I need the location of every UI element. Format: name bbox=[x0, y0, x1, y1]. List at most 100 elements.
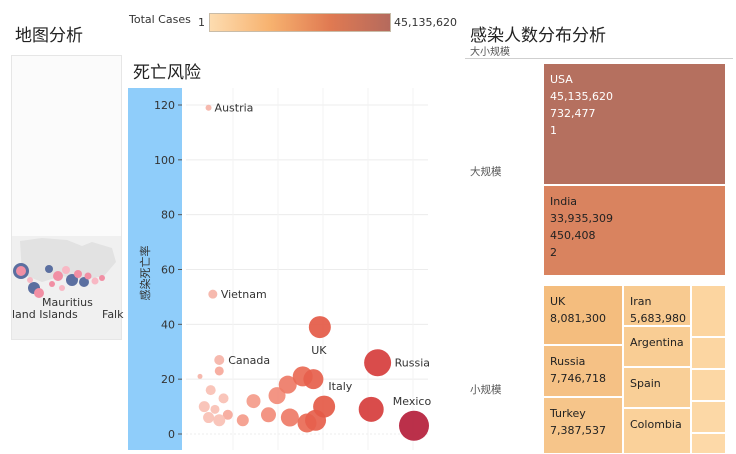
map-marker[interactable] bbox=[59, 285, 65, 291]
map-marker[interactable] bbox=[16, 266, 26, 276]
point-label-uk: UK bbox=[311, 344, 327, 357]
treemap-country-name: Spain bbox=[630, 377, 661, 390]
treemap-cell-usa[interactable]: USA 45,135,620 732,477 1 bbox=[543, 63, 726, 185]
data-point[interactable] bbox=[313, 395, 336, 418]
map-marker[interactable] bbox=[45, 265, 53, 273]
map-marker[interactable] bbox=[79, 277, 89, 287]
treemap-cell-blank-12[interactable] bbox=[691, 401, 726, 433]
data-point[interactable] bbox=[214, 366, 224, 376]
treemap-cell-uk[interactable]: UK 8,081,300 bbox=[543, 285, 623, 345]
legend-label: Total Cases bbox=[129, 13, 191, 26]
treemap-cell-value: 45,135,620 bbox=[550, 90, 613, 103]
treemap-cell-value: 7,746,718 bbox=[550, 372, 606, 385]
treemap-cell-india[interactable]: India 33,935,309 450,408 2 bbox=[543, 185, 726, 276]
map-marker[interactable] bbox=[49, 281, 55, 287]
treemap-country-name: USA bbox=[550, 73, 573, 86]
treemap-cell-russia[interactable]: Russia 7,746,718 bbox=[543, 345, 623, 397]
y-tick-label: 40 bbox=[161, 318, 175, 331]
point-russia[interactable] bbox=[364, 349, 392, 377]
treemap-country-name: UK bbox=[550, 295, 566, 308]
point-austria[interactable] bbox=[205, 104, 212, 111]
treemap-cell-blank-13[interactable] bbox=[691, 433, 726, 454]
data-point[interactable] bbox=[218, 393, 229, 404]
data-point[interactable] bbox=[268, 387, 286, 405]
point-label-austria: Austria bbox=[215, 102, 254, 115]
data-point[interactable] bbox=[280, 408, 299, 427]
treemap-country-name: India bbox=[550, 195, 577, 208]
treemap-cell-text: India 33,935,309 450,408 2 bbox=[550, 193, 613, 261]
legend-min: 1 bbox=[198, 16, 205, 29]
treemap-title: 感染人数分布分析 bbox=[470, 26, 606, 46]
treemap-cell-text: Colombia bbox=[630, 416, 682, 433]
map-marker[interactable] bbox=[74, 270, 82, 278]
data-point[interactable] bbox=[236, 414, 249, 427]
treemap-country-name: Iran bbox=[630, 295, 652, 308]
treemap-cell-text: UK 8,081,300 bbox=[550, 293, 606, 327]
treemap-cell-text: Turkey 7,387,537 bbox=[550, 405, 606, 439]
map-marker[interactable] bbox=[66, 274, 78, 286]
map-title: 地图分析 bbox=[15, 26, 83, 46]
data-point[interactable] bbox=[260, 407, 276, 423]
y-tick-label: 0 bbox=[168, 428, 175, 441]
data-point[interactable] bbox=[198, 401, 210, 413]
treemap-cell-blank-10[interactable] bbox=[691, 337, 726, 369]
treemap-cell-turkey[interactable]: Turkey 7,387,537 bbox=[543, 397, 623, 454]
data-point[interactable] bbox=[203, 412, 215, 424]
treemap-cell-value: 8,081,300 bbox=[550, 312, 606, 325]
map-markers[interactable] bbox=[12, 236, 121, 316]
legend-color-bar[interactable] bbox=[209, 13, 391, 32]
map-marker[interactable] bbox=[34, 288, 44, 298]
treemap-cell-value: 2 bbox=[550, 246, 557, 259]
map-marker[interactable] bbox=[91, 277, 99, 285]
point-canada[interactable] bbox=[214, 354, 225, 365]
point-uk[interactable] bbox=[308, 316, 331, 339]
y-tick-label: 60 bbox=[161, 264, 175, 277]
data-point[interactable] bbox=[205, 385, 216, 396]
treemap-country-name: Colombia bbox=[630, 418, 682, 431]
data-point[interactable] bbox=[246, 394, 261, 409]
treemap-cell-iran[interactable]: Iran 5,683,980 bbox=[623, 285, 691, 326]
point-mexico[interactable] bbox=[399, 410, 429, 441]
map-label-falk: Falk bbox=[102, 308, 124, 321]
scatter-title: 死亡风险 bbox=[133, 63, 201, 83]
treemap-country-name: Russia bbox=[550, 355, 586, 368]
map-marker[interactable] bbox=[62, 266, 70, 274]
map-label-mauritius: Mauritius bbox=[42, 296, 93, 309]
treemap-cell-argentina[interactable]: Argentina bbox=[623, 326, 691, 367]
map-marker[interactable] bbox=[99, 275, 105, 281]
y-tick-label: 120 bbox=[154, 99, 175, 112]
group-label-small: 小规模 bbox=[470, 384, 502, 396]
treemap-cell-value: 33,935,309 bbox=[550, 212, 613, 225]
treemap-cell-text: Russia 7,746,718 bbox=[550, 353, 606, 387]
map-label-islands: land Islands bbox=[12, 308, 78, 321]
y-axis-band bbox=[128, 88, 182, 450]
map-marker[interactable] bbox=[27, 277, 33, 283]
point-label-mexico: Mexico bbox=[393, 395, 432, 408]
y-tick-label: 80 bbox=[161, 209, 175, 222]
data-point[interactable] bbox=[222, 409, 233, 420]
treemap-cell-value: 450,408 bbox=[550, 229, 596, 242]
data-point[interactable] bbox=[278, 375, 297, 394]
point-vietnam[interactable] bbox=[208, 289, 218, 299]
treemap-cell-value: 732,477 bbox=[550, 107, 596, 120]
point-italy[interactable] bbox=[303, 369, 324, 390]
treemap-cell-text: USA 45,135,620 732,477 1 bbox=[550, 71, 613, 139]
treemap-cell-text: Spain bbox=[630, 375, 661, 392]
data-point[interactable] bbox=[213, 414, 226, 427]
map-marker[interactable] bbox=[84, 272, 92, 280]
treemap[interactable]: USA 45,135,620 732,477 1 India 33,935,309 450,… bbox=[543, 63, 726, 454]
treemap-country-name: Argentina bbox=[630, 336, 684, 349]
data-point[interactable] bbox=[358, 396, 384, 422]
treemap-cell-spain[interactable]: Spain bbox=[623, 367, 691, 408]
treemap-cell-colombia[interactable]: Colombia bbox=[623, 408, 691, 454]
point-label-vietnam: Vietnam bbox=[221, 288, 267, 301]
map-marker[interactable] bbox=[53, 271, 63, 281]
treemap-cell-blank-11[interactable] bbox=[691, 369, 726, 401]
map-panel[interactable]: Mauritius land Islands Falk bbox=[11, 55, 124, 340]
point-label-canada: Canada bbox=[228, 354, 270, 367]
treemap-cell-blank-9[interactable] bbox=[691, 285, 726, 337]
treemap-cell-text: Iran 5,683,980 bbox=[630, 293, 686, 327]
data-point[interactable] bbox=[197, 373, 203, 379]
scatter-chart[interactable]: 感染死亡率 0 20 40 60 80 100 120 Austria Vietnam Cana… bbox=[128, 88, 446, 454]
data-point[interactable] bbox=[210, 404, 220, 414]
